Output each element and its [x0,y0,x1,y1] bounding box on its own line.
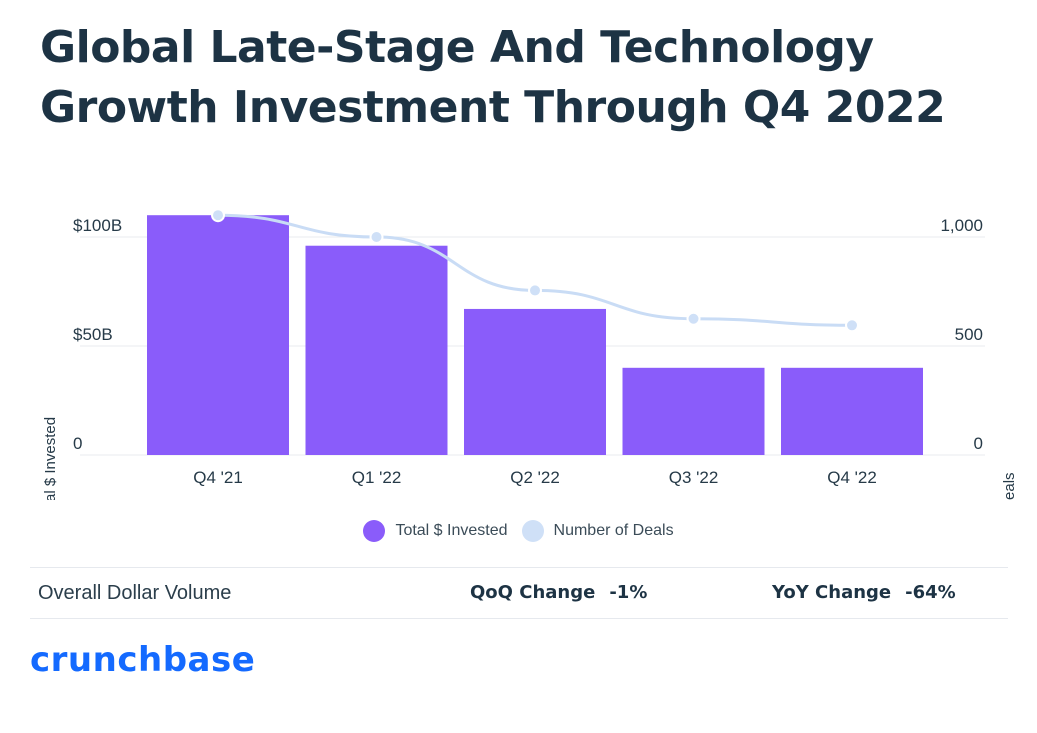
deals-point [686,311,701,326]
chart-title: Global Late-Stage And Technology Growth … [40,22,946,133]
deals-point [211,208,225,223]
divider-bottom [30,618,1008,619]
qoq-label: QoQ Change [470,582,596,603]
legend-label-invested: Total $ Invested [395,522,508,539]
line-series [211,208,859,333]
x-axis-ticks: Q4 '21 Q1 '22 Q2 '22 Q3 '22 Q4 '22 [193,468,877,487]
left-axis-ticks: 0 $50B $100B [73,216,122,453]
legend-swatch-deals-icon [521,520,544,542]
y-axis-title: Total $ Invested [42,417,59,500]
y-tick-label: $50B [73,325,113,344]
legend-item-deals[interactable]: Number of Deals [521,520,674,542]
y2-axis-title: Number of Deals [1001,472,1018,500]
legend-swatch-invested-icon [363,520,386,542]
yoy-change: YoY Change -64% [772,582,956,603]
right-axis-ticks: 0 500 1,000 [940,216,983,453]
x-tick-label: Q2 '22 [510,468,560,487]
deals-point [369,230,384,244]
y-tick-label: 0 [73,434,82,453]
crunchbase-logo[interactable]: crunchbase [30,640,256,680]
x-tick-label: Q4 '22 [827,468,877,487]
y2-tick-label: 0 [974,434,983,453]
x-tick-label: Q3 '22 [669,468,719,487]
y-tick-label: $100B [73,216,122,235]
qoq-value: -1% [609,582,648,603]
yoy-label: YoY Change [772,582,892,603]
y2-tick-label: 500 [955,325,983,344]
bar [305,245,448,455]
divider-top [30,567,1008,568]
legend-label-deals: Number of Deals [553,522,674,539]
x-tick-label: Q1 '22 [352,468,402,487]
legend-item-invested[interactable]: Total $ Invested [363,520,508,542]
y2-tick-label: 1,000 [940,216,983,235]
bar [464,308,606,455]
bar [622,367,765,455]
summary-label: Overall Dollar Volume [38,582,232,604]
deals-point [845,318,859,333]
qoq-change: QoQ Change -1% [470,582,647,603]
bar [147,215,289,455]
x-tick-label: Q4 '21 [193,468,243,487]
bar [781,367,923,455]
yoy-value: -64% [905,582,956,603]
chart-legend: Total $ Invested Number of Deals [0,520,1037,542]
deals-point [528,283,542,298]
bar-series [147,215,923,455]
